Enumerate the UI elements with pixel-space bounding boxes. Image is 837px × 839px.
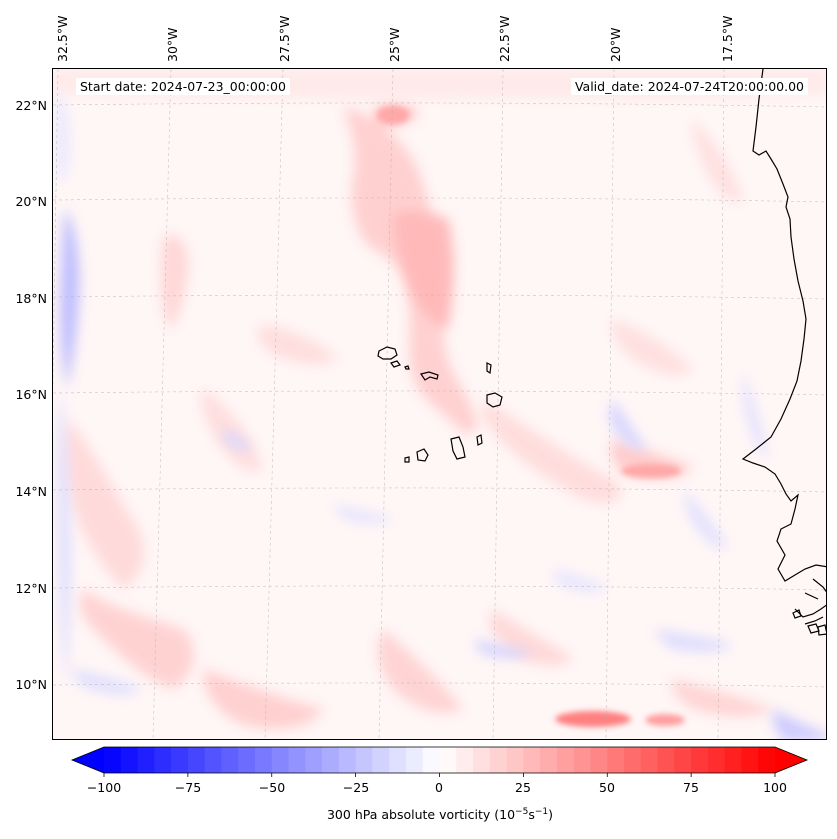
- colorbar-label-s: s: [528, 807, 535, 823]
- colorbar-cell: [271, 747, 290, 773]
- africa-coast: [741, 69, 826, 582]
- colorbar-cell: [104, 747, 122, 773]
- colorbar-cell: [221, 747, 239, 773]
- colorbar-cell: [640, 747, 659, 773]
- colorbar-cell: [691, 747, 709, 773]
- coast-islands-b: [794, 578, 826, 625]
- cape-verde-fogo: [416, 448, 429, 462]
- valid-date-label: Valid_date: 2024-07-24T20:00:00.00: [570, 78, 808, 95]
- colorbar-cell: [204, 747, 222, 773]
- lat-label-18n: 18°N: [15, 291, 47, 306]
- lon-label-17.5w: 17.5°W: [720, 15, 735, 62]
- colorbar-tick-label: −50: [258, 780, 286, 795]
- cape-verde-sal: [486, 362, 492, 375]
- cape-verde-brava: [404, 456, 410, 463]
- colorbar-cell: [674, 747, 692, 773]
- cape-verde-santiago: [450, 436, 466, 460]
- cape-verde-santa-luzia: [404, 365, 410, 370]
- vorticity-field: [53, 69, 826, 739]
- colorbar-cell: [187, 747, 206, 773]
- bissagos-islands: [792, 609, 826, 636]
- lat-label-12n: 12°N: [15, 581, 47, 596]
- lat-label-22n: 22°N: [15, 98, 47, 113]
- colorbar-cell: [305, 747, 323, 773]
- colorbar-tick-label: 100: [763, 780, 787, 795]
- lat-label-14n: 14°N: [15, 484, 47, 499]
- colorbar-cell: [590, 747, 608, 773]
- colorbar-tick-label: 50: [599, 780, 615, 795]
- colorbar-cell: [288, 747, 306, 773]
- colorbar-label-prefix: 300 hPa absolute vorticity (10: [326, 807, 516, 823]
- vorticity-map: [53, 69, 826, 739]
- colorbar-label-exp1: −5: [515, 807, 529, 817]
- colorbar-cell: [473, 747, 491, 773]
- colorbar-cell: [238, 747, 256, 773]
- colorbar-cell: [741, 747, 759, 773]
- cape-verde-santo-antao: [377, 346, 398, 360]
- colorbar-min-extend: [72, 747, 104, 773]
- colorbar-tick-label: 75: [683, 780, 699, 795]
- colorbar-cell: [724, 747, 742, 773]
- lat-label-10n: 10°N: [15, 677, 47, 692]
- lat-label-16n: 16°N: [15, 387, 47, 402]
- colorbar-cell: [322, 747, 340, 773]
- colorbar-cell: [624, 747, 642, 773]
- colorbar-cell: [389, 747, 407, 773]
- colorbar-cell: [540, 747, 558, 773]
- colorbar-cell: [422, 747, 440, 773]
- graticule: [53, 69, 826, 739]
- colorbar-cell: [607, 747, 625, 773]
- colorbar-max-extend: [775, 747, 807, 773]
- colorbar-cell: [154, 747, 172, 773]
- colorbar-cell: [120, 747, 139, 773]
- colorbar-cell: [171, 747, 189, 773]
- lon-label-25w: 25°W: [387, 27, 402, 62]
- lon-label-20w: 20°W: [608, 27, 623, 62]
- cape-verde-boa-vista: [486, 392, 503, 408]
- colorbar-label-suffix: ): [548, 807, 553, 823]
- lon-label-27.5w: 27.5°W: [277, 15, 292, 62]
- colorbar-cell: [489, 747, 508, 773]
- colorbar-tick-label: 0: [435, 780, 443, 795]
- colorbar-cell: [372, 747, 390, 773]
- lat-label-20n: 20°N: [15, 194, 47, 209]
- colorbar-outline: [70, 746, 809, 774]
- colorbar-cell: [254, 747, 273, 773]
- colorbar-cell: [439, 747, 457, 773]
- coastline: [377, 69, 826, 636]
- colorbar-label: 300 hPa absolute vorticity (10−5s−1): [0, 807, 837, 822]
- colorbar-cell: [338, 747, 357, 773]
- colorbar-tick-label: 25: [515, 780, 531, 795]
- colorbar-cell: [506, 747, 524, 773]
- lon-label-32.5w: 32.5°W: [55, 15, 70, 62]
- colorbar-tick-label: −100: [86, 780, 122, 795]
- colorbar-tick-label: −75: [174, 780, 202, 795]
- map-frame: [52, 68, 827, 740]
- colorbar-cell: [573, 747, 591, 773]
- colorbar-tick-marks: [103, 773, 776, 777]
- colorbar-cells: [72, 747, 807, 773]
- colorbar-cell: [456, 747, 474, 773]
- cape-verde-sao-nicolau: [420, 371, 439, 381]
- colorbar-tick-label: −25: [342, 780, 370, 795]
- colorbar-label-exp2: −1: [534, 807, 549, 817]
- colorbar-cell: [758, 747, 776, 773]
- lon-label-22.5w: 22.5°W: [497, 15, 512, 62]
- colorbar-cell: [137, 747, 155, 773]
- start-date-label: Start date: 2024-07-23_00:00:00: [76, 78, 290, 95]
- colorbar-cell: [523, 747, 541, 773]
- cape-verde-maio: [476, 434, 483, 446]
- colorbar: [70, 746, 809, 777]
- cape-verde-sao-vicente: [390, 360, 401, 368]
- colorbar-cell: [657, 747, 675, 773]
- colorbar-cell: [355, 747, 373, 773]
- colorbar-cell: [556, 747, 575, 773]
- colorbar-cell: [405, 747, 424, 773]
- colorbar-cell: [707, 747, 726, 773]
- lon-label-30w: 30°W: [165, 27, 180, 62]
